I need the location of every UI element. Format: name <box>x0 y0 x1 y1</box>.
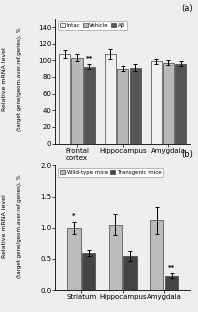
Bar <box>163 63 174 144</box>
Legend: Wild-type mice, Transgenic mice: Wild-type mice, Transgenic mice <box>58 168 163 177</box>
Bar <box>117 69 128 144</box>
Bar <box>67 228 81 290</box>
Bar <box>150 61 162 144</box>
Text: (target gene/geom.aver.ref.genes), %: (target gene/geom.aver.ref.genes), % <box>17 28 22 131</box>
Text: (a): (a) <box>181 4 193 13</box>
Bar <box>105 54 116 144</box>
Bar <box>175 64 186 144</box>
Bar <box>129 68 141 144</box>
Text: Cst3: Cst3 <box>69 0 88 1</box>
Text: **: ** <box>168 265 175 271</box>
Text: Relative mRNA level: Relative mRNA level <box>2 194 7 258</box>
Bar <box>124 256 137 290</box>
Bar <box>84 67 95 144</box>
Bar <box>71 58 83 144</box>
Bar <box>150 220 163 290</box>
Legend: Intac, Vehicle, Aβ: Intac, Vehicle, Aβ <box>58 22 127 30</box>
Text: **: ** <box>86 56 93 62</box>
Text: (target gene/geom.aver.ref.genes), %: (target gene/geom.aver.ref.genes), % <box>17 174 22 278</box>
Text: (b): (b) <box>181 150 193 159</box>
Bar <box>59 54 70 144</box>
Text: Relative mRNA level: Relative mRNA level <box>2 48 7 111</box>
Bar <box>165 276 178 290</box>
Bar <box>82 253 95 290</box>
Text: *: * <box>72 213 76 219</box>
Bar <box>109 225 122 290</box>
